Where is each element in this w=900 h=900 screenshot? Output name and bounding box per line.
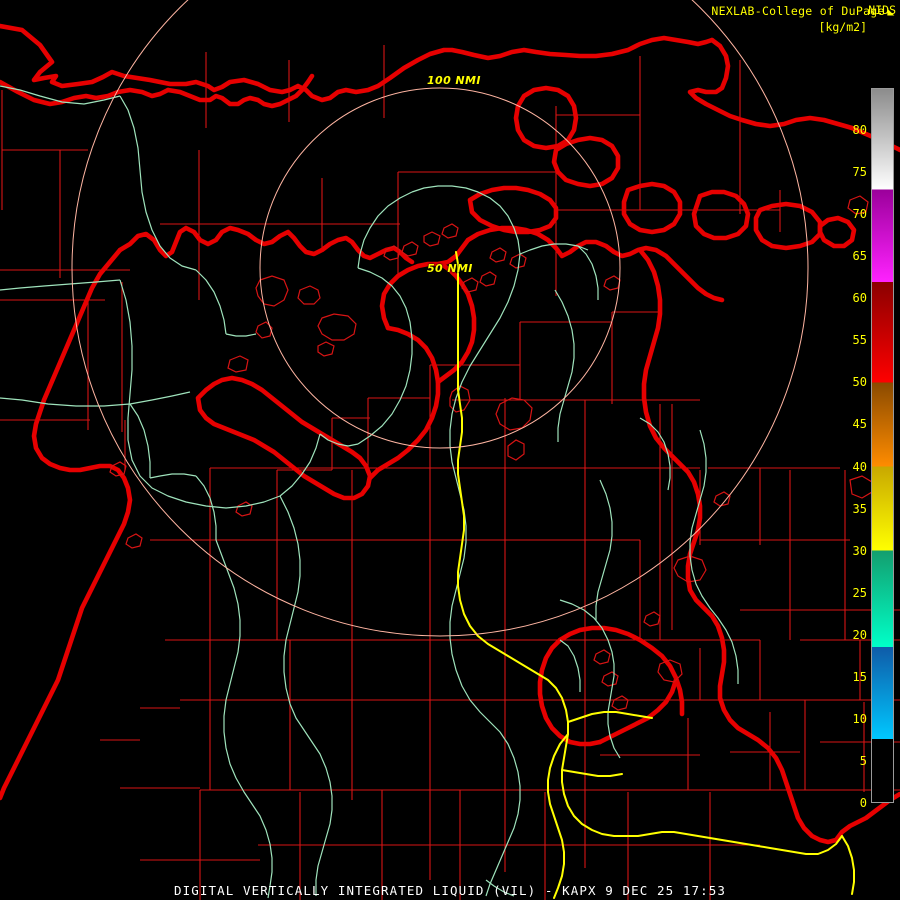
provider-credit: NEXLAB-College of DuPage ◢	[711, 4, 894, 18]
coastline-layer	[0, 23, 900, 845]
colorbar-gradient	[872, 89, 893, 802]
range-ring-label-50nmi: 50 NMI	[427, 262, 473, 275]
colorbar-tick-55: 55	[852, 333, 867, 348]
colorbar-tick-20: 20	[852, 627, 867, 642]
legend-source-label: NIDS	[868, 3, 896, 17]
colorbar-tick-60: 60	[852, 291, 867, 306]
colorbar-tick-70: 70	[852, 207, 867, 222]
highway-major-layer	[455, 251, 855, 899]
colorbar-tick-0: 0	[859, 796, 867, 810]
colorbar-tick-50: 50	[852, 375, 867, 390]
island-outline-layer	[109, 195, 873, 711]
colorbar-tick-5: 5	[859, 753, 867, 768]
product-caption: DIGITAL VERTICALLY INTEGRATED LIQUID (VI…	[173, 883, 727, 898]
legend-units-label: [kg/m2]	[818, 20, 867, 34]
range-ring-label-100nmi: 100 NMI	[427, 74, 481, 87]
colorbar-tick-35: 35	[852, 501, 867, 516]
colorbar-tick-10: 10	[852, 711, 867, 726]
colorbar-tick-25: 25	[852, 585, 867, 600]
colorbar-tick-40: 40	[852, 459, 867, 474]
colorbar-scale	[871, 88, 894, 803]
colorbar-tick-65: 65	[852, 249, 867, 264]
provider-credit-text: NEXLAB-College of DuPage	[711, 4, 885, 18]
range-ring-50nmi	[259, 87, 621, 449]
colorbar-tick-45: 45	[852, 417, 867, 432]
colorbar-tick-75: 75	[852, 165, 867, 180]
range-ring-layer	[71, 0, 809, 637]
colorbar-tick-80: 80	[852, 123, 867, 138]
highway-minor-layer	[0, 85, 739, 899]
colorbar-legend: NIDS [kg/m2] 0 5 10 15 20 25 30 35 40 45 50 55 60 65 7…	[800, 0, 900, 900]
range-ring-100nmi	[71, 0, 809, 637]
colorbar-tick-15: 15	[852, 669, 867, 684]
colorbar-tick-30: 30	[852, 543, 867, 558]
